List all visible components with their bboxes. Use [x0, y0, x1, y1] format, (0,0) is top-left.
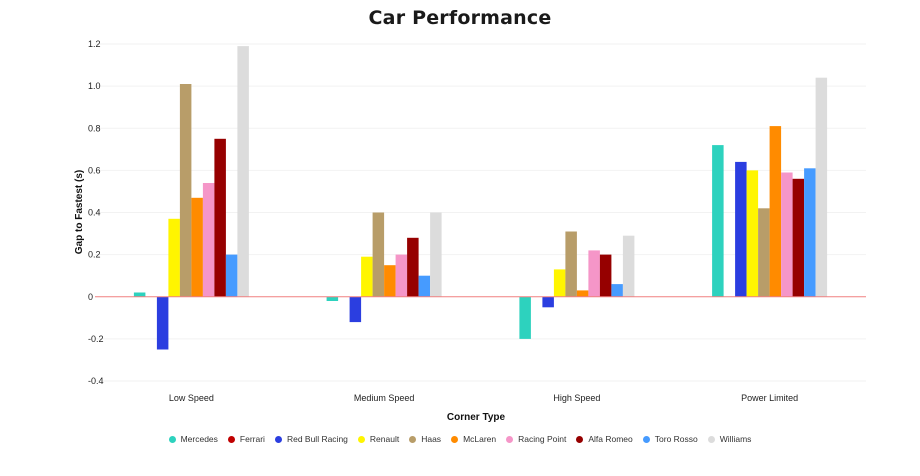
- y-tick-label: 0.2: [88, 250, 101, 260]
- y-tick-label: 0: [88, 292, 93, 302]
- legend-item[interactable]: Mercedes: [168, 434, 218, 444]
- bar-racing-point: [781, 172, 793, 297]
- x-axis-title: Corner Type: [447, 412, 506, 423]
- x-category-label: Power Limited: [741, 393, 798, 403]
- bar-red-bull-racing: [542, 296, 554, 308]
- bar-racing-point: [395, 254, 408, 297]
- bar-alfa-romeo: [214, 138, 226, 297]
- chart-title: Car Performance: [368, 7, 552, 29]
- bar-williams: [815, 77, 828, 297]
- y-tick-label: -0.4: [88, 376, 104, 386]
- bar-renault: [361, 256, 373, 297]
- legend-dot-icon: [227, 435, 235, 443]
- bar-williams: [622, 235, 635, 297]
- x-category-label: Medium Speed: [354, 393, 415, 403]
- bar-alfa-romeo: [407, 237, 419, 297]
- legend-label: Williams: [719, 434, 752, 444]
- bar-haas: [565, 231, 577, 297]
- bar-red-bull-racing: [156, 296, 169, 350]
- bar-alfa-romeo: [792, 178, 805, 297]
- y-tick-label: 1.2: [88, 39, 101, 49]
- y-tick-label: 0.6: [88, 165, 101, 175]
- legend-label: Mercedes: [180, 434, 218, 444]
- bar-williams: [430, 212, 442, 297]
- legend-item[interactable]: Renault: [357, 434, 400, 444]
- x-category-label: Low Speed: [169, 393, 214, 403]
- bar-mclaren: [576, 290, 589, 297]
- bar-red-bull-racing: [735, 161, 747, 297]
- legend-dot-icon: [168, 435, 176, 443]
- legend-item[interactable]: Toro Rosso: [642, 434, 698, 444]
- legend-dot-icon: [707, 435, 715, 443]
- bar-mercedes: [712, 145, 724, 297]
- legend-item[interactable]: Haas: [409, 434, 441, 444]
- legend-item[interactable]: Alfa Romeo: [576, 434, 633, 444]
- bar-toro-rosso: [804, 168, 816, 297]
- legend-label: McLaren: [463, 434, 497, 444]
- y-tick-label: 0.8: [88, 123, 101, 133]
- bar-mercedes: [133, 292, 146, 297]
- bar-williams: [237, 46, 249, 297]
- bar-haas: [758, 208, 770, 297]
- legend-item[interactable]: Ferrari: [227, 434, 265, 444]
- legend-item[interactable]: Red Bull Racing: [274, 434, 348, 444]
- legend-dot-icon: [409, 435, 417, 443]
- legend-label: Toro Rosso: [654, 434, 698, 444]
- bar-racing-point: [202, 183, 215, 297]
- bar-renault: [553, 269, 566, 297]
- legend-label: Racing Point: [518, 434, 567, 444]
- legend-label: Red Bull Racing: [286, 434, 348, 444]
- legend-label: Ferrari: [239, 434, 265, 444]
- legend-label: Alfa Romeo: [588, 434, 633, 444]
- legend-dot-icon: [274, 435, 282, 443]
- chart-legend: Mercedes Ferrari Red Bull Racing Renault Haa…: [0, 434, 920, 444]
- bar-toro-rosso: [225, 254, 238, 297]
- y-tick-label: 1.0: [88, 81, 101, 91]
- bar-mercedes: [326, 296, 339, 301]
- bar-toro-rosso: [611, 284, 623, 297]
- legend-item[interactable]: Racing Point: [506, 434, 566, 444]
- bar-haas: [179, 84, 192, 297]
- legend-dot-icon: [357, 435, 365, 443]
- bar-mclaren: [191, 197, 203, 297]
- legend-dot-icon: [576, 435, 584, 443]
- legend-label: Haas: [421, 434, 442, 444]
- bar-mclaren: [384, 265, 396, 297]
- legend-item[interactable]: McLaren: [451, 434, 496, 444]
- y-tick-label: 0.4: [88, 208, 101, 218]
- bar-mclaren: [769, 126, 782, 297]
- bar-haas: [372, 212, 385, 297]
- bar-mercedes: [519, 296, 531, 339]
- y-axis-title: Gap to Fastest (s): [74, 170, 85, 254]
- bar-red-bull-racing: [349, 296, 362, 323]
- legend-dot-icon: [451, 435, 459, 443]
- legend-label: Renault: [369, 434, 400, 444]
- legend-dot-icon: [506, 435, 514, 443]
- bar-renault: [746, 170, 759, 297]
- bar-renault: [168, 218, 180, 297]
- bar-alfa-romeo: [599, 254, 612, 297]
- y-tick-label: -0.2: [88, 334, 104, 344]
- legend-item[interactable]: Williams: [707, 434, 752, 444]
- bar-racing-point: [588, 250, 600, 297]
- legend-dot-icon: [642, 435, 650, 443]
- x-category-label: High Speed: [553, 393, 600, 403]
- bar-toro-rosso: [418, 275, 431, 297]
